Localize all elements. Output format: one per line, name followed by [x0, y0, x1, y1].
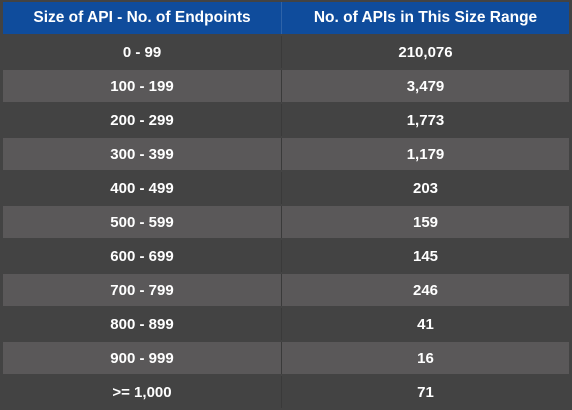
- size-range-cell: 300 - 399: [3, 138, 282, 170]
- size-range-cell: 100 - 199: [3, 70, 282, 102]
- table-row: 300 - 399 1,179: [3, 138, 569, 170]
- size-range-cell: 600 - 699: [3, 240, 282, 272]
- size-range-cell: 0 - 99: [3, 36, 282, 68]
- size-range-cell: 400 - 499: [3, 172, 282, 204]
- api-count-cell: 203: [412, 179, 439, 197]
- column-header-count: No. of APIs in This Size Range: [313, 9, 538, 26]
- size-range-cell: 900 - 999: [3, 342, 282, 374]
- api-count-cell: 1,179: [406, 145, 445, 163]
- table-row: 100 - 199 3,479: [3, 70, 569, 102]
- table-row: 200 - 299 1,773: [3, 104, 569, 136]
- api-count-cell: 1,773: [406, 111, 445, 129]
- table-row: 600 - 699 145: [3, 240, 569, 272]
- table-row: 700 - 799 246: [3, 274, 569, 306]
- api-count-cell: 210,076: [398, 43, 453, 61]
- api-count-cell: 159: [412, 213, 439, 231]
- column-header-size: Size of API - No. of Endpoints: [3, 2, 282, 34]
- size-range-cell: 800 - 899: [3, 308, 282, 340]
- api-count-cell: 16: [417, 349, 434, 367]
- api-count-cell: 246: [412, 281, 439, 299]
- api-count-cell: 3,479: [406, 77, 445, 95]
- table-row: 500 - 599 159: [3, 206, 569, 238]
- table-header-row: Size of API - No. of Endpoints No. of AP…: [3, 2, 569, 34]
- table-row: 900 - 999 16: [3, 342, 569, 374]
- table-row: 0 - 99 210,076: [3, 36, 569, 68]
- api-count-cell: 71: [417, 383, 434, 401]
- table-row: >= 1,000 71: [3, 376, 569, 408]
- api-count-cell: 41: [417, 315, 434, 333]
- api-count-cell: 145: [412, 247, 439, 265]
- table-row: 800 - 899 41: [3, 308, 569, 340]
- table-row: 400 - 499 203: [3, 172, 569, 204]
- size-range-cell: 200 - 299: [3, 104, 282, 136]
- size-range-cell: >= 1,000: [3, 376, 282, 408]
- size-range-cell: 500 - 599: [3, 206, 282, 238]
- size-range-cell: 700 - 799: [3, 274, 282, 306]
